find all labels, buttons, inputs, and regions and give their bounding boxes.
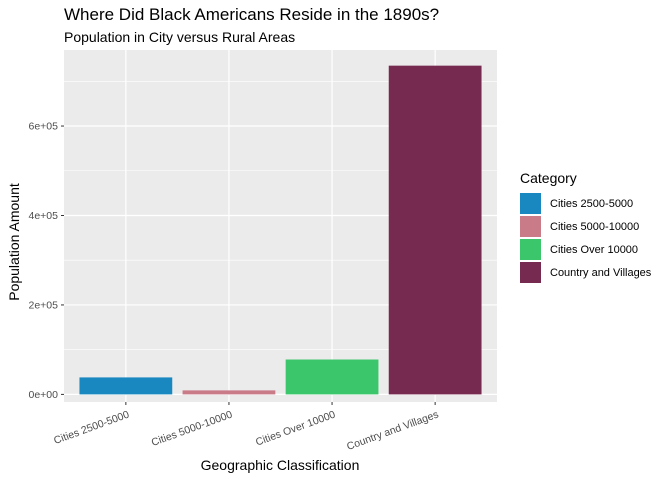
legend-item-country-and-villages: Country and Villages bbox=[520, 261, 651, 284]
x-tick-label: Cities 5000-10000 bbox=[150, 408, 234, 448]
x-tick-label: Cities Over 10000 bbox=[254, 408, 337, 448]
bar-cities-5000-10000 bbox=[182, 390, 276, 395]
legend-label: Country and Villages bbox=[550, 266, 652, 279]
legend-label: Cities 5000-10000 bbox=[550, 220, 640, 233]
x-axis-ticks: Cities 2500-5000 Cities 5000-10000 Cities … bbox=[52, 402, 440, 453]
bar-cities-over-10000 bbox=[285, 359, 379, 395]
y-axis-ticks: 0e+00 2e+05 4e+05 6e+05 bbox=[29, 121, 64, 401]
legend-item-cities-over-10000: Cities Over 10000 bbox=[520, 238, 651, 261]
chart-title: Where Did Black Americans Reside in the … bbox=[64, 5, 440, 24]
y-tick-label: 2e+05 bbox=[29, 299, 59, 311]
legend-item-cities-2500-5000: Cities 2500-5000 bbox=[520, 192, 651, 215]
legend-key bbox=[520, 262, 541, 283]
legend-title: Category bbox=[520, 170, 577, 186]
bars bbox=[79, 65, 482, 395]
bar-country-and-villages bbox=[388, 65, 482, 395]
y-axis-title: Population Amount bbox=[6, 183, 22, 301]
legend-label: Cities Over 10000 bbox=[550, 243, 639, 256]
legend-key bbox=[520, 193, 541, 214]
legend-key bbox=[520, 216, 541, 237]
legend-key bbox=[520, 239, 541, 260]
y-tick-label: 0e+00 bbox=[29, 389, 59, 401]
x-tick-label: Cities 2500-5000 bbox=[52, 408, 131, 446]
y-tick-label: 6e+05 bbox=[29, 121, 59, 133]
bar-cities-2500-5000 bbox=[79, 377, 173, 395]
chart-subtitle: Population in City versus Rural Areas bbox=[64, 29, 296, 45]
legend: Category Cities 2500-5000 Cities 5000-10… bbox=[520, 170, 651, 284]
legend-label: Cities 2500-5000 bbox=[550, 197, 634, 210]
x-tick-label: Country and Villages bbox=[345, 409, 440, 453]
x-axis-title: Geographic Classification bbox=[201, 457, 360, 473]
y-tick-label: 4e+05 bbox=[29, 210, 59, 222]
legend-item-cities-5000-10000: Cities 5000-10000 bbox=[520, 215, 651, 238]
